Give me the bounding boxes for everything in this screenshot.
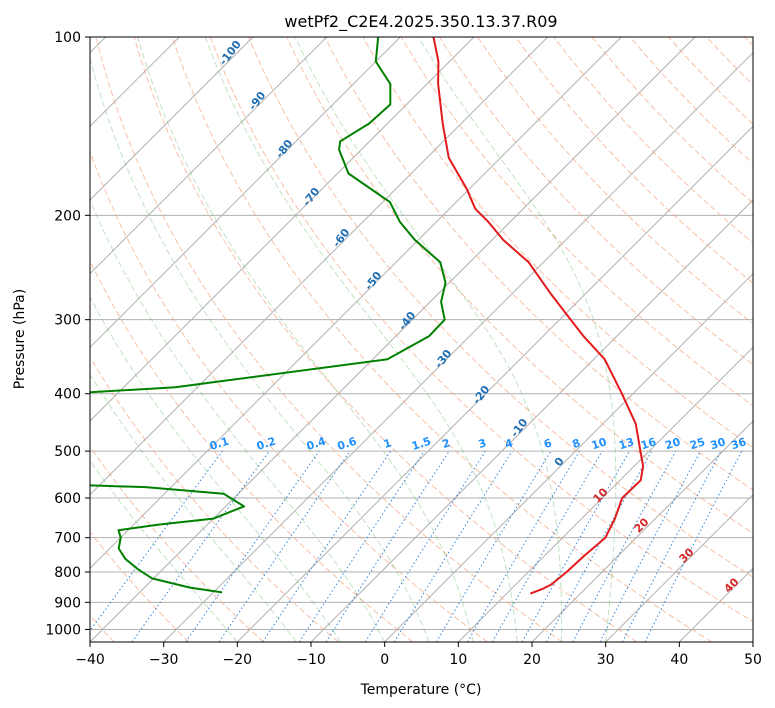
plot-area: 0.1 0.2 0.4 0.6 1 1.5 2 3 4 6 8 10 13 16 20 25 30 36 -100… xyxy=(90,37,753,642)
profile-line xyxy=(432,37,645,595)
mixing-ratio-label: 20 xyxy=(663,435,682,452)
moist-adiabats xyxy=(90,37,617,642)
moist-adiabat xyxy=(137,37,474,642)
mixing-ratio-line xyxy=(185,450,320,642)
isotherm xyxy=(236,125,753,642)
x-axis-label: Temperature (°C) xyxy=(360,682,482,698)
dry-adiabat xyxy=(133,37,638,642)
isotherm xyxy=(90,37,328,275)
mixing-ratio-label: 25 xyxy=(688,435,707,452)
moist-adiabat xyxy=(90,56,430,642)
dry-adiabat xyxy=(171,37,712,642)
mixing-ratio-line xyxy=(393,450,513,642)
mixing-ratio-line xyxy=(262,450,392,642)
mixing-ratio-label: 8 xyxy=(571,436,582,451)
y-axis-ticks: 100 200 300 400 500 600 700 800 900 1000 xyxy=(45,30,90,638)
dry-adiabat xyxy=(210,37,753,623)
isotherm xyxy=(90,37,696,642)
isotherm xyxy=(531,420,753,642)
dry-adiabat xyxy=(400,37,753,407)
isotherm xyxy=(384,272,753,642)
isotherm xyxy=(90,37,549,496)
mixing-ratio-lines: 0.1 0.2 0.4 0.6 1 1.5 2 3 4 6 8 10 13 16 20 25 30 36 xyxy=(90,434,748,642)
mixing-ratio-line xyxy=(298,450,425,642)
mixing-ratio-line xyxy=(218,450,351,642)
x-tick-label: 30 xyxy=(597,652,615,668)
mixing-ratio-label: 30 xyxy=(709,435,728,452)
x-tick-label: 20 xyxy=(523,652,541,668)
dry-adiabat xyxy=(90,259,414,642)
dry-adiabat xyxy=(438,37,753,366)
skewed-isotherms xyxy=(90,37,753,642)
mixing-ratio-label: 1.5 xyxy=(410,435,433,453)
chart-title: wetPf2_C2E4.2025.350.13.37.R09 xyxy=(284,12,557,32)
moist-adiabat xyxy=(90,373,297,642)
y-tick-label: 700 xyxy=(54,531,81,547)
dry-adiabat xyxy=(515,37,753,284)
isotherm xyxy=(457,346,753,642)
dry-adiabat xyxy=(90,356,339,642)
x-axis-ticks: −40 −30 −20 −10 0 10 20 30 40 50 xyxy=(75,642,762,668)
dry-adiabat xyxy=(90,150,488,642)
x-tick-label: −40 xyxy=(75,652,105,668)
x-tick-label: 0 xyxy=(380,652,389,668)
x-tick-label: −10 xyxy=(296,652,326,668)
plot-frame xyxy=(89,36,754,643)
isotherm xyxy=(90,37,475,422)
mixing-ratio-label: 4 xyxy=(503,436,515,451)
y-tick-label: 1000 xyxy=(45,622,81,638)
mixing-ratio-label: 0.6 xyxy=(336,434,359,452)
x-tick-label: −30 xyxy=(149,652,179,668)
isotherm xyxy=(605,493,753,642)
dry-adiabat xyxy=(90,531,190,642)
y-axis-label: Pressure (hPa) xyxy=(12,289,28,389)
mixing-ratio-label: 0.4 xyxy=(305,434,328,452)
mixing-ratio-label: 10 xyxy=(590,435,609,452)
mixing-ratio-label: 36 xyxy=(729,435,748,452)
moist-adiabat xyxy=(417,37,617,642)
x-tick-label: 10 xyxy=(449,652,467,668)
dry-adiabat xyxy=(248,37,753,578)
mixing-ratio-label: 3 xyxy=(477,436,488,451)
profile-series xyxy=(90,37,645,595)
pressure-gridlines xyxy=(90,37,753,630)
moist-adiabat xyxy=(90,198,386,642)
y-tick-label: 800 xyxy=(54,565,81,581)
mixing-ratio-line xyxy=(325,450,450,642)
mixing-ratio-label: 6 xyxy=(542,436,554,451)
dry-adiabat xyxy=(95,37,563,642)
mixing-ratio-line xyxy=(90,450,223,632)
y-tick-label: 600 xyxy=(54,491,81,507)
y-tick-label: 500 xyxy=(54,444,81,460)
moist-adiabat xyxy=(204,37,518,642)
mixing-ratio-line xyxy=(521,450,630,642)
mixing-ratio-label: 1 xyxy=(382,436,393,451)
x-tick-label: 40 xyxy=(670,652,688,668)
isotherm xyxy=(90,37,254,201)
x-tick-label: −20 xyxy=(223,652,253,668)
dry-adiabat xyxy=(286,37,753,534)
profile-line xyxy=(90,37,447,594)
mixing-ratio-line xyxy=(131,450,270,642)
isotherm xyxy=(163,51,753,642)
y-tick-label: 900 xyxy=(54,595,81,611)
y-tick-label: 400 xyxy=(54,387,81,403)
mixing-ratio-label: 2 xyxy=(441,436,452,451)
x-tick-label: 50 xyxy=(744,652,762,668)
mixing-ratio-label: 16 xyxy=(639,435,658,452)
y-tick-label: 100 xyxy=(54,30,81,46)
isotherm xyxy=(90,37,401,349)
mixing-ratio-label: 13 xyxy=(617,435,636,452)
moist-adiabat xyxy=(294,37,563,642)
y-tick-label: 200 xyxy=(54,208,81,224)
mixing-ratio-line xyxy=(572,450,677,642)
mixing-ratio-line xyxy=(644,450,743,642)
moist-adiabat xyxy=(90,459,238,642)
mixing-ratio-label: 0.1 xyxy=(208,435,231,453)
mixing-ratio-label: 0.2 xyxy=(255,435,278,453)
y-tick-label: 300 xyxy=(54,313,81,329)
isotherm xyxy=(90,37,622,570)
